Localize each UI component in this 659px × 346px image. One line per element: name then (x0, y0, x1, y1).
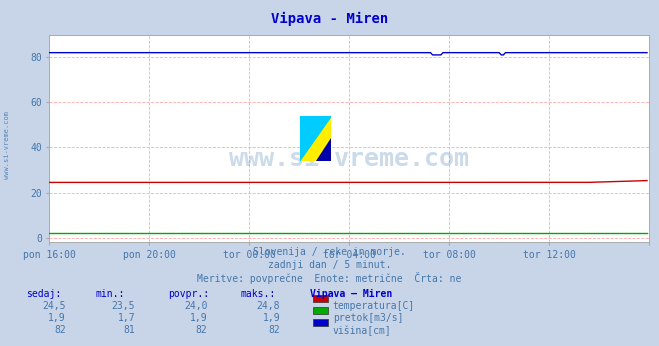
Text: povpr.:: povpr.: (168, 289, 209, 299)
Text: maks.:: maks.: (241, 289, 275, 299)
Polygon shape (316, 138, 331, 161)
Text: www.si-vreme.com: www.si-vreme.com (3, 111, 10, 179)
Text: 24,5: 24,5 (42, 301, 66, 311)
Text: sedaj:: sedaj: (26, 289, 61, 299)
Text: zadnji dan / 5 minut.: zadnji dan / 5 minut. (268, 260, 391, 270)
Text: 82: 82 (54, 325, 66, 335)
Text: Vipava – Miren: Vipava – Miren (310, 289, 392, 299)
Text: pretok[m3/s]: pretok[m3/s] (333, 313, 403, 323)
Text: Vipava - Miren: Vipava - Miren (271, 12, 388, 26)
Text: 24,8: 24,8 (256, 301, 280, 311)
Polygon shape (300, 116, 331, 161)
Text: 1,9: 1,9 (262, 313, 280, 323)
Text: temperatura[C]: temperatura[C] (333, 301, 415, 311)
Text: 24,0: 24,0 (184, 301, 208, 311)
Text: 23,5: 23,5 (111, 301, 135, 311)
Text: višina[cm]: višina[cm] (333, 325, 391, 336)
Text: Meritve: povprečne  Enote: metrične  Črta: ne: Meritve: povprečne Enote: metrične Črta:… (197, 272, 462, 284)
Text: 82: 82 (196, 325, 208, 335)
Text: min.:: min.: (96, 289, 125, 299)
Text: www.si-vreme.com: www.si-vreme.com (229, 147, 469, 171)
Text: 1,7: 1,7 (117, 313, 135, 323)
Polygon shape (300, 116, 331, 161)
Text: 1,9: 1,9 (190, 313, 208, 323)
Text: Slovenija / reke in morje.: Slovenija / reke in morje. (253, 247, 406, 257)
Text: 82: 82 (268, 325, 280, 335)
Text: 1,9: 1,9 (48, 313, 66, 323)
Text: 81: 81 (123, 325, 135, 335)
